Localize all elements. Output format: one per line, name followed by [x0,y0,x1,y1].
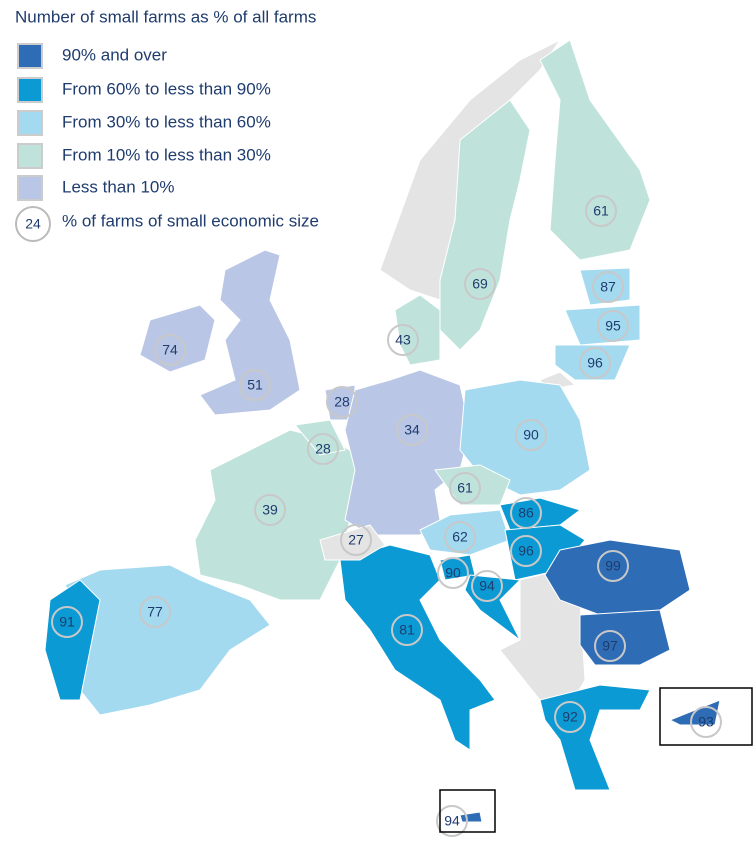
inset-box [659,687,753,746]
value-label: 81 [399,622,415,638]
value-circle [594,630,626,662]
value-label: 62 [452,529,468,545]
region [459,379,591,496]
land [379,38,562,301]
region [459,811,483,823]
region [394,294,441,366]
value-label: 77 [147,604,163,620]
legend-swatch [17,110,43,136]
inset-box [439,789,496,833]
legend: 90% and over From 60% to less than 90% Fro… [15,43,319,242]
legend-swatch [17,175,43,201]
value-circle [396,414,428,446]
legend-label: From 10% to less than 30% [62,145,271,164]
value-label: 74 [162,342,178,358]
value-circle [471,570,503,602]
region [579,267,631,306]
value-label: 28 [315,441,331,457]
legend-label: From 30% to less than 60% [62,112,271,131]
value-circle [307,433,339,465]
region [539,39,651,261]
value-circle [690,706,722,738]
value-label: 87 [600,279,616,295]
region [464,574,522,641]
value-label: 43 [395,332,411,348]
regions: 74 51 39 77 91 28 28 34 43 69 61 87 95 96 90 61 62 86 96 90… [44,39,722,837]
value-circle [444,521,476,553]
value-label: 39 [262,502,278,518]
region [139,304,216,373]
legend-swatch [17,143,43,169]
value-circle [326,386,358,418]
value-circle [585,195,617,227]
value-circle [436,805,468,837]
value-label: 34 [404,422,420,438]
value-circle [437,557,469,589]
value-label: 95 [605,318,621,334]
value-circle [51,606,83,638]
region [64,564,271,716]
legend-label: From 60% to less than 90% [62,79,271,98]
legend-swatch [17,77,43,103]
value-circle [579,347,611,379]
value-circle [391,614,423,646]
value-circle [510,497,542,529]
value-label: 91 [59,614,75,630]
value-label: 51 [247,377,263,393]
legend-swatch [17,43,43,69]
value-circle [449,472,481,504]
region [294,419,346,456]
region [554,344,631,381]
value-label: 27 [348,532,364,548]
legend-circle-value: 24 [25,216,41,232]
value-label: 90 [523,427,539,443]
value-circle [510,535,542,567]
value-circle [254,494,286,526]
legend-circle [15,206,51,242]
value-circle [464,268,496,300]
value-circle [554,701,586,733]
value-label: 96 [518,543,534,559]
value-circle [597,550,629,582]
value-label: 86 [518,505,534,521]
value-label: 94 [479,578,495,594]
value-label: 92 [562,709,578,725]
region [199,249,301,416]
value-circle [340,524,372,556]
region [439,99,531,351]
value-circle [139,596,171,628]
legend-label: Less than 10% [62,177,174,196]
value-circle [515,419,547,451]
value-label: 61 [593,203,609,219]
value-label: 90 [445,565,461,581]
value-label: 97 [602,638,618,654]
value-label: 99 [605,558,621,574]
region [564,304,641,346]
value-label: 93 [698,714,714,730]
value-circle [239,369,271,401]
value-label: 61 [457,480,473,496]
value-circle [597,310,629,342]
value-circle [154,334,186,366]
non-eu-land [379,38,586,706]
value-label: 69 [472,276,488,292]
region [339,544,496,751]
value-label: 28 [334,394,350,410]
legend-label: 90% and over [62,45,167,64]
region [579,609,671,666]
value-circle [592,271,624,303]
region [539,684,651,791]
region [344,369,471,536]
legend-label: % of farms of small economic size [62,211,319,230]
value-label: 94 [444,813,460,829]
value-circle [387,324,419,356]
map-title: Number of small farms as % of all farms [15,7,316,26]
value-label: 96 [587,355,603,371]
